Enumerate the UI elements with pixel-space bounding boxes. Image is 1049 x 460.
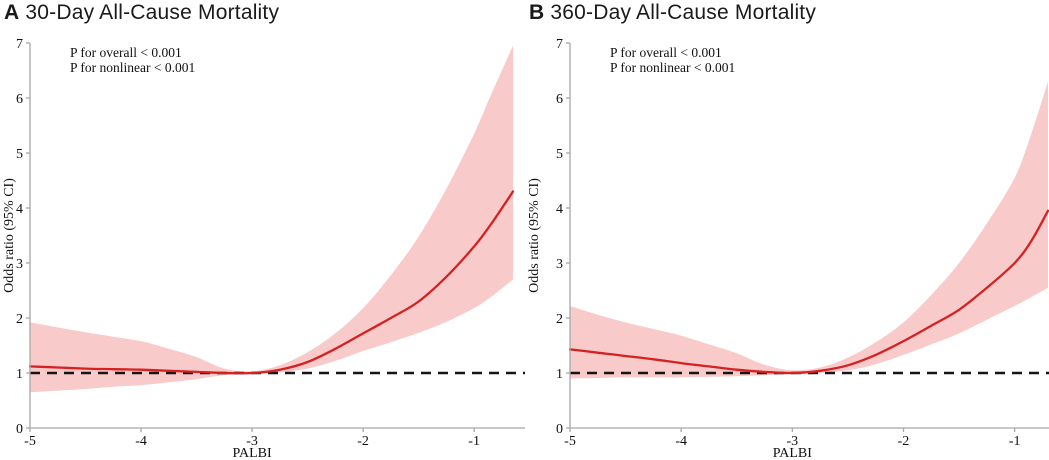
y-tick-label: 7 [16,37,23,52]
x-axis-label: PALBI [773,446,813,460]
x-tick-label: -5 [564,434,576,449]
x-tick-label: -4 [135,434,147,449]
y-tick-label: 2 [16,312,23,327]
chart-30-day: 0 1 2 3 4 5 6 7 -5 -4 -3 -2 -1 PALBI Odds ratio (95% C… [2,37,525,460]
x-tick-label: -1 [468,434,480,449]
panel-title-360-day: B 360-Day All-Cause Mortality [529,1,816,25]
y-tick-label: 4 [556,202,563,217]
x-tick-label: -3 [786,434,798,449]
y-tick-label: 0 [16,422,23,437]
y-tick-label: 4 [16,202,23,217]
y-tick-label: 5 [16,147,23,162]
x-tick-label: -3 [246,434,258,449]
x-tick-label: -2 [898,434,910,449]
chart-360-day: 0 1 2 3 4 5 6 7 -5 -4 -3 -2 -1 PALBI Odds ratio (95% C… [527,37,1049,460]
p-value-annotation: P for nonlinear < 0.001 [610,60,735,75]
y-axis-label: Odds ratio (95% CI) [527,178,542,293]
panel-letter: A [4,1,20,24]
x-tick-label: -4 [675,434,687,449]
y-axis-label: Odds ratio (95% CI) [2,178,17,293]
p-value-annotation: P for overall < 0.001 [70,45,182,60]
panel-letter: B [529,1,545,24]
y-tick-label: 2 [556,312,563,327]
panel-360-day: B 360-Day All-Cause Mortality 0 1 2 3 4 5 6 7 -5 -… [525,0,1049,460]
confidence-band [570,81,1048,379]
y-tick-label: 0 [556,422,563,437]
y-tick-label: 1 [16,367,23,382]
x-tick-label: -1 [1009,434,1021,449]
confidence-band [30,45,513,393]
p-value-annotation: P for overall < 0.001 [610,45,722,60]
x-tick-label: -2 [357,434,369,449]
y-tick-label: 5 [556,147,563,162]
y-tick-label: 3 [556,257,563,272]
y-tick-label: 1 [556,367,563,382]
x-axis-label: PALBI [232,446,272,460]
panel-title-text: 30-Day All-Cause Mortality [25,1,280,24]
odds-ratio-curve [28,190,515,375]
y-tick-label: 7 [556,37,563,52]
panel-title-30-day: A 30-Day All-Cause Mortality [4,1,279,25]
odds-ratio-curve [568,209,1049,375]
y-tick-label: 6 [16,92,23,107]
y-tick-label: 3 [16,257,23,272]
p-value-annotation: P for nonlinear < 0.001 [70,60,195,75]
panel-30-day: A 30-Day All-Cause Mortality 0 1 2 3 4 5 6 7 -5 -4… [2,1,525,460]
x-tick-label: -5 [24,434,36,449]
panel-title-text: 360-Day All-Cause Mortality [550,1,817,24]
y-tick-label: 6 [556,92,563,107]
